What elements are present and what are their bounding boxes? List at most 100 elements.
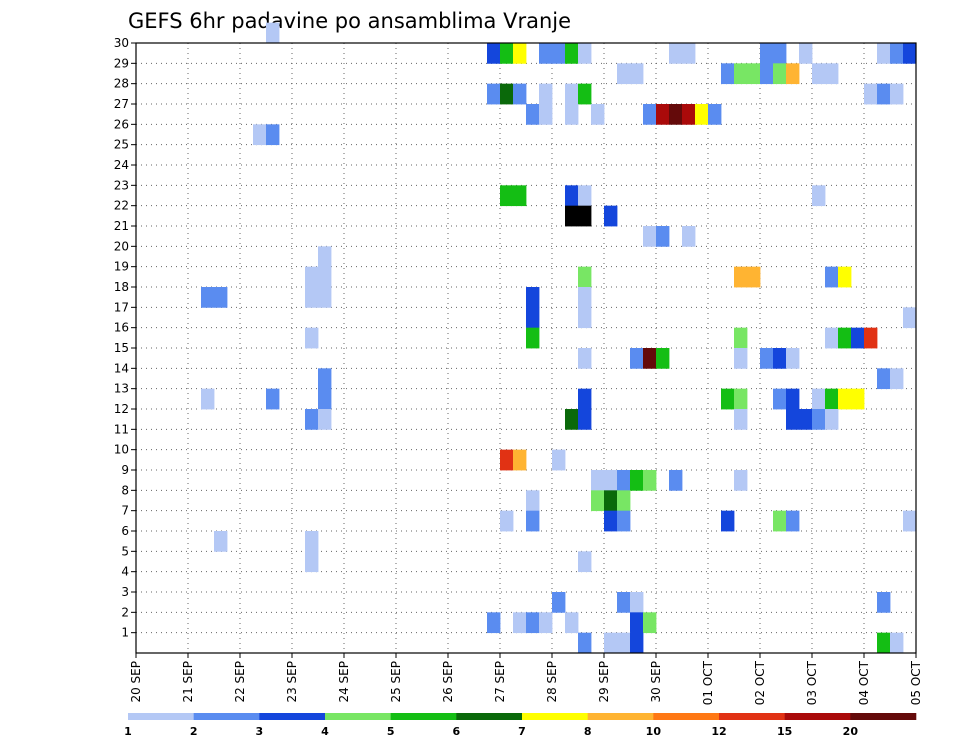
heatmap-cell xyxy=(682,226,696,247)
heatmap-cell xyxy=(565,104,579,125)
heatmap-cell xyxy=(903,510,917,532)
heatmap-cell xyxy=(877,632,891,654)
heatmap-cell xyxy=(669,470,683,491)
x-tick-label: 30 SEP xyxy=(649,661,663,703)
heatmap-cell xyxy=(799,43,813,64)
heatmap-cell xyxy=(630,592,644,613)
heatmap-cell xyxy=(734,470,748,491)
y-tick-label: 18 xyxy=(114,280,129,294)
y-tick-label: 30 xyxy=(114,36,129,50)
y-tick-label: 23 xyxy=(114,178,129,192)
heatmap-cell xyxy=(630,348,644,369)
heatmap-cell xyxy=(630,63,644,85)
heatmap-cell xyxy=(513,43,527,64)
x-tick-label: 03 OCT xyxy=(805,660,819,705)
x-tick-label: 20 SEP xyxy=(129,661,143,703)
heatmap-cell xyxy=(214,287,228,308)
heatmap-cell xyxy=(812,409,826,430)
x-axis-ticks: 20 SEP 21 SEP 22 SEP 23 SEP 24 SEP 25 SEP 26 S… xyxy=(129,653,923,705)
heatmap-cell xyxy=(877,592,891,613)
heatmap-cell xyxy=(786,388,800,410)
legend-swatch xyxy=(784,713,851,720)
heatmap-cell xyxy=(526,287,540,308)
heatmap-cell xyxy=(565,83,579,105)
heatmap-cell xyxy=(682,43,696,64)
heatmap-cell xyxy=(539,83,553,105)
heatmap-cell xyxy=(604,510,618,532)
y-tick-label: 2 xyxy=(121,605,129,619)
legend-swatch xyxy=(390,713,457,720)
x-tick-label: 27 SEP xyxy=(493,661,507,703)
legend-swatch xyxy=(719,713,785,720)
y-tick-label: 24 xyxy=(114,158,129,172)
heatmap-cell xyxy=(838,388,852,410)
heatmap-cell xyxy=(747,63,761,85)
heatmap-cell xyxy=(721,510,735,532)
heatmap-cell xyxy=(578,307,592,329)
heatmap-cell xyxy=(786,63,800,85)
y-tick-label: 21 xyxy=(114,219,129,233)
legend-swatch xyxy=(850,713,917,720)
heatmap-cell xyxy=(773,43,787,64)
y-tick-label: 16 xyxy=(114,321,129,335)
heatmap-cell xyxy=(773,510,787,532)
heatmap-cell xyxy=(305,266,319,288)
heatmap-cell xyxy=(890,632,904,654)
heatmap-cell xyxy=(513,185,527,207)
chart-title: GEFS 6hr padavine po ansamblima Vranje xyxy=(128,9,571,33)
heatmap-cell xyxy=(526,104,540,125)
heatmap-cell xyxy=(734,63,748,85)
heatmap-cell xyxy=(656,104,670,125)
heatmap-cell xyxy=(318,388,332,410)
heatmap-cell xyxy=(708,104,722,125)
y-tick-label: 17 xyxy=(114,300,129,314)
heatmap-cell xyxy=(266,22,280,44)
heatmap-cell xyxy=(318,287,332,308)
heatmap-cell xyxy=(838,327,852,349)
y-tick-label: 12 xyxy=(114,402,129,416)
heatmap-cell xyxy=(266,124,280,146)
heatmap-cell xyxy=(305,287,319,308)
heatmap-cell xyxy=(734,327,748,349)
heatmap-cell xyxy=(539,104,553,125)
heatmap-cell xyxy=(773,388,787,410)
heatmap-cell xyxy=(526,612,540,634)
heatmap-cell xyxy=(617,63,631,85)
heatmap-cell xyxy=(318,266,332,288)
heatmap-cell xyxy=(500,510,514,532)
heatmap-cell xyxy=(760,63,774,85)
heatmap-cell xyxy=(526,327,540,349)
heatmap-cell xyxy=(487,83,501,105)
heatmap-cell xyxy=(513,612,527,634)
x-tick-label: 24 SEP xyxy=(337,661,351,703)
heatmap-cell xyxy=(201,388,215,410)
heatmap-cell xyxy=(656,226,670,247)
legend-label: 12 xyxy=(711,725,726,738)
x-tick-label: 22 SEP xyxy=(233,661,247,703)
heatmap-cell xyxy=(838,266,852,288)
heatmap-cell xyxy=(825,388,839,410)
x-tick-label: 23 SEP xyxy=(285,661,299,703)
heatmap-cell xyxy=(578,348,592,369)
heatmap-cell xyxy=(305,551,319,573)
y-tick-label: 13 xyxy=(114,382,129,396)
y-tick-label: 4 xyxy=(121,565,129,579)
heatmap-cell xyxy=(643,348,657,369)
y-tick-label: 1 xyxy=(121,626,129,640)
heatmap-cell xyxy=(643,470,657,491)
color-legend: 1 2 3 4 5 6 7 8 10 12 15 20 xyxy=(124,713,917,738)
legend-label: 4 xyxy=(321,725,329,738)
heatmap-cell xyxy=(487,612,501,634)
heatmap-cell xyxy=(851,388,865,410)
heatmap-cell xyxy=(500,83,514,105)
heatmap-cell xyxy=(812,63,826,85)
heatmap-cell xyxy=(630,470,644,491)
x-tick-label: 04 OCT xyxy=(857,660,871,705)
heatmap-cell xyxy=(591,490,605,512)
heatmap-cell xyxy=(526,490,540,512)
legend-swatch xyxy=(325,713,391,720)
x-tick-label: 02 OCT xyxy=(753,660,767,705)
heatmap-cell xyxy=(578,185,592,207)
heatmap-cell xyxy=(617,490,631,512)
